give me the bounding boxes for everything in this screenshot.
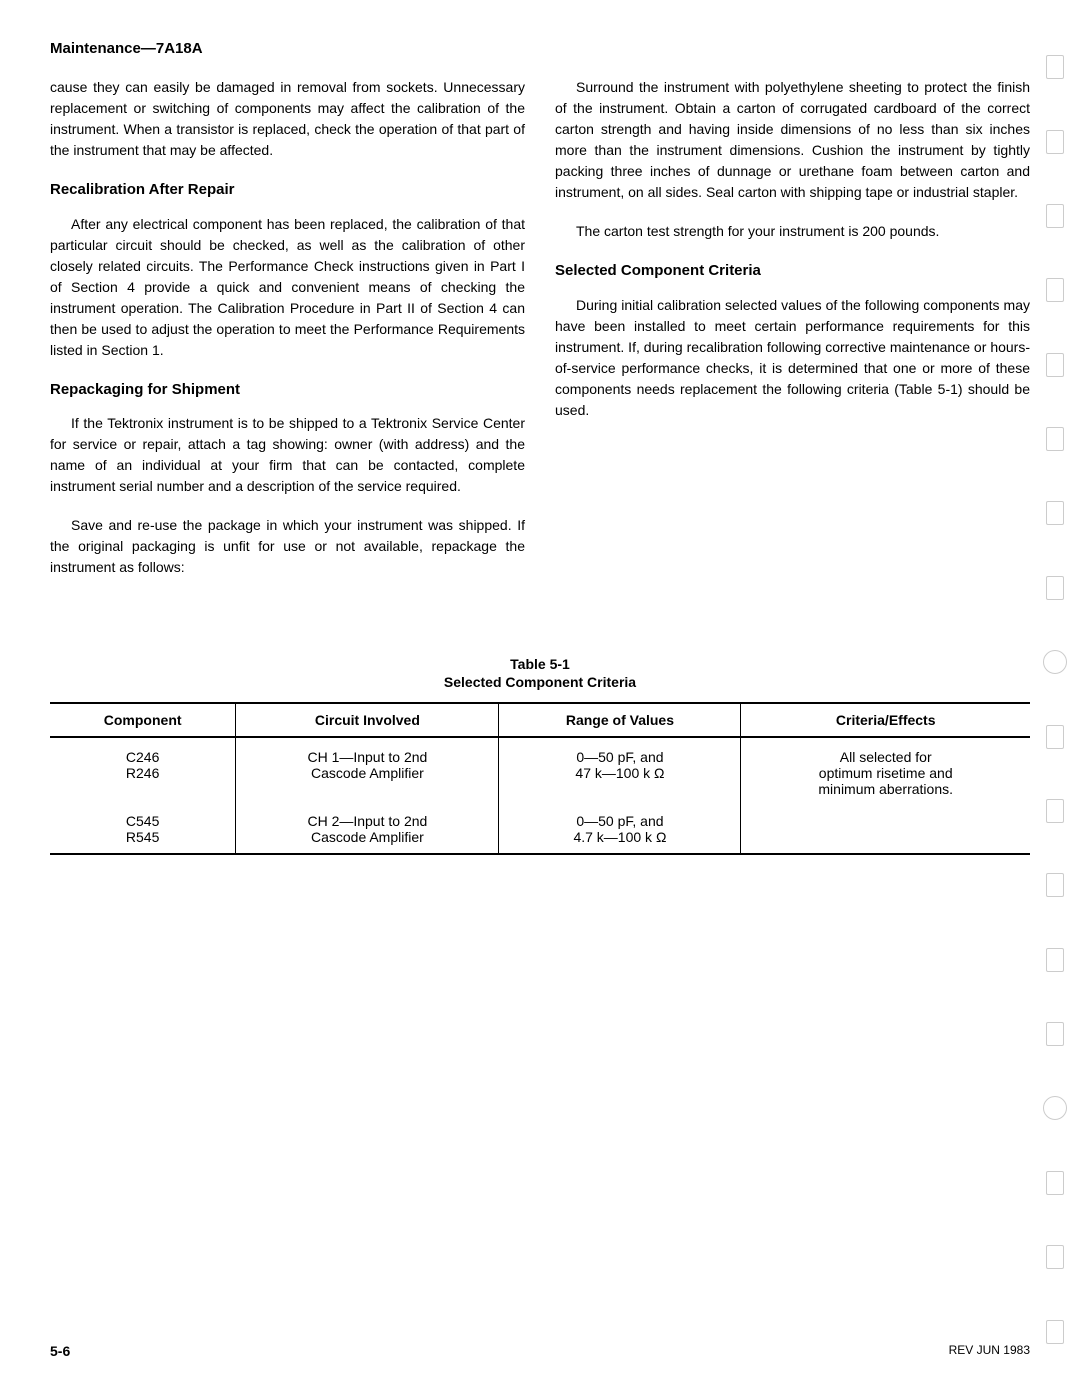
punch-hole-icon [1046, 353, 1064, 377]
punch-hole-icon [1046, 1245, 1064, 1269]
table-subtitle: Selected Component Criteria [50, 674, 1030, 690]
left-column: cause they can easily be damaged in remo… [50, 77, 525, 596]
document-header: Maintenance—7A18A [50, 40, 1030, 57]
repackaging-title: Repackaging for Shipment [50, 379, 525, 402]
punch-hole-icon [1046, 501, 1064, 525]
cell-circuit1: CH 2—Input to 2nd [307, 813, 427, 829]
right-para2: The carton test strength for your instru… [555, 221, 1030, 242]
cell-range2: 47 k—100 k Ω [575, 765, 664, 781]
punch-hole-circle-icon [1043, 1096, 1067, 1120]
punch-hole-icon [1046, 427, 1064, 451]
page-footer: 5-6 REV JUN 1983 [50, 1343, 1030, 1359]
punch-hole-icon [1046, 1171, 1064, 1195]
cell-component1: C545 [126, 813, 159, 829]
right-column: Surround the instrument with polyethylen… [555, 77, 1030, 596]
punch-hole-icon [1046, 204, 1064, 228]
table-header-criteria: Criteria/Effects [741, 703, 1030, 737]
punch-hole-circle-icon [1043, 650, 1067, 674]
recalibration-title: Recalibration After Repair [50, 179, 525, 202]
cell-criteria3: minimum aberrations. [818, 781, 953, 797]
cell-circuit2: Cascode Amplifier [311, 765, 424, 781]
right-para1: Surround the instrument with polyethylen… [555, 77, 1030, 203]
component-table: Component Circuit Involved Range of Valu… [50, 702, 1030, 855]
table-title: Table 5-1 [50, 656, 1030, 672]
cell-range1: 0—50 pF, and [576, 813, 663, 829]
punch-hole-icon [1046, 130, 1064, 154]
cell-criteria2: optimum risetime and [819, 765, 953, 781]
cell-range2: 4.7 k—100 k Ω [573, 829, 666, 845]
repackaging-para2: Save and re-use the package in which you… [50, 515, 525, 578]
page-number: 5-6 [50, 1343, 70, 1359]
cell-range1: 0—50 pF, and [576, 749, 663, 765]
table-header-range: Range of Values [499, 703, 741, 737]
revision-date: REV JUN 1983 [949, 1343, 1030, 1359]
selected-criteria-para: During initial calibration selected valu… [555, 295, 1030, 421]
punch-hole-icon [1046, 1320, 1064, 1344]
cell-circuit2: Cascode Amplifier [311, 829, 424, 845]
repackaging-para1: If the Tektronix instrument is to be shi… [50, 413, 525, 497]
table-header-component: Component [50, 703, 236, 737]
selected-criteria-title: Selected Component Criteria [555, 260, 1030, 283]
punch-hole-icon [1046, 278, 1064, 302]
recalibration-para: After any electrical component has been … [50, 214, 525, 361]
punch-hole-icon [1046, 725, 1064, 749]
cell-component1: C246 [126, 749, 159, 765]
punch-hole-icon [1046, 1022, 1064, 1046]
punch-hole-icon [1046, 948, 1064, 972]
punch-holes [1040, 0, 1070, 1399]
punch-hole-icon [1046, 55, 1064, 79]
punch-hole-icon [1046, 576, 1064, 600]
main-content: cause they can easily be damaged in remo… [50, 77, 1030, 596]
table-row: C246 R246 CH 1—Input to 2nd Cascode Ampl… [50, 741, 1030, 805]
punch-hole-icon [1046, 799, 1064, 823]
cell-component2: R545 [126, 829, 159, 845]
table-header-circuit: Circuit Involved [236, 703, 499, 737]
cell-component2: R246 [126, 765, 159, 781]
cell-criteria1: All selected for [840, 749, 932, 765]
left-para1: cause they can easily be damaged in remo… [50, 77, 525, 161]
table-row: C545 R545 CH 2—Input to 2nd Cascode Ampl… [50, 805, 1030, 854]
cell-circuit1: CH 1—Input to 2nd [307, 749, 427, 765]
punch-hole-icon [1046, 873, 1064, 897]
